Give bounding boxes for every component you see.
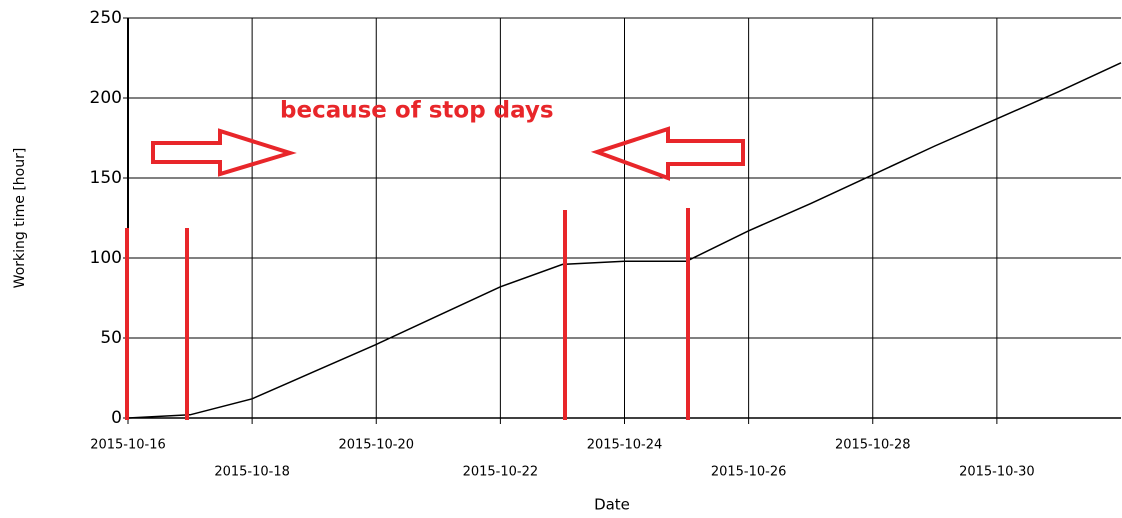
x-tick-label: 2015-10-28 <box>835 438 911 453</box>
arrow-left <box>590 126 745 181</box>
arrow-right <box>151 128 297 177</box>
annotations: because of stop days <box>125 98 745 420</box>
x-tick-label: 2015-10-20 <box>338 438 414 453</box>
y-tick-label: 250 <box>90 8 122 28</box>
y-tick-label: 200 <box>90 88 122 108</box>
x-tick-label: 2015-10-16 <box>90 438 166 453</box>
x-axis-label: Date <box>594 496 630 514</box>
x-tick-label: 2015-10-18 <box>214 465 290 480</box>
plot-area: 0 50 100 150 200 250 2015-10-16 2015-10-18 2015-… <box>90 8 1122 480</box>
data-line <box>127 62 1122 419</box>
y-tick-label: 0 <box>111 408 122 428</box>
x-tick-label: 2015-10-26 <box>711 465 787 480</box>
y-tick-label: 50 <box>100 328 122 348</box>
y-axis-label: Working time [hour] <box>12 148 28 289</box>
x-tick-label: 2015-10-30 <box>959 465 1035 480</box>
y-tick-label: 150 <box>90 168 122 188</box>
x-tick-label: 2015-10-22 <box>463 465 539 480</box>
y-tick-label: 100 <box>90 248 122 268</box>
x-tick-label: 2015-10-24 <box>587 438 663 453</box>
annotation-text: because of stop days <box>280 98 554 124</box>
